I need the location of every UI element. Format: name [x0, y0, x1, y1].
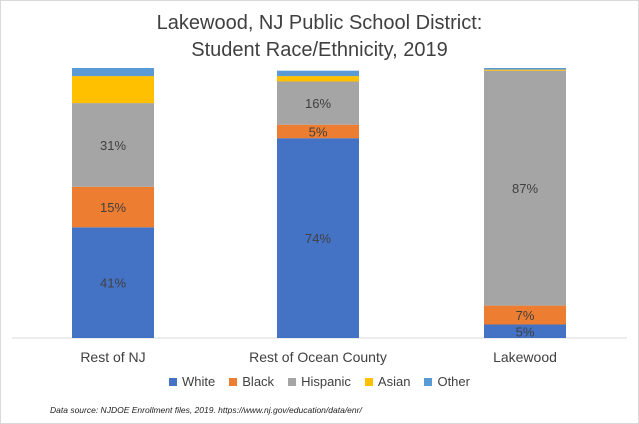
legend: White Black Hispanic Asian Other [0, 374, 639, 389]
legend-item-black: Black [229, 374, 274, 389]
bar-segment-black-0 [72, 186, 154, 228]
legend-item-hispanic: Hispanic [288, 374, 351, 389]
legend-label: Hispanic [301, 374, 351, 389]
bar-segment-other-1 [277, 70, 359, 77]
data-label-hispanic-0: 31% [100, 138, 126, 153]
data-label-white-2: 5% [516, 324, 535, 339]
bar-segment-hispanic-2 [484, 70, 566, 306]
bar-segment-asian-0 [72, 76, 154, 104]
data-label-hispanic-1: 16% [305, 96, 331, 111]
legend-item-white: White [169, 374, 215, 389]
chart-subtitle: Student Race/Ethnicity, 2019 [191, 39, 448, 61]
bar-segment-white-2 [484, 324, 566, 338]
legend-swatch [288, 378, 297, 386]
x-tick-label: Lakewood [493, 349, 557, 365]
x-tick-label: Rest of Ocean County [249, 349, 387, 365]
bar-segment-white-0 [72, 227, 154, 338]
legend-swatch [169, 378, 178, 386]
bar-segment-asian-1 [277, 76, 359, 82]
legend-label: Asian [377, 374, 411, 389]
bar-segment-asian-2 [484, 69, 566, 71]
legend-label: Black [242, 374, 275, 389]
bar-segment-other-0 [72, 68, 154, 77]
legend-item-asian: Asian [364, 374, 411, 389]
bar-segment-hispanic-0 [72, 103, 154, 187]
legend-label: Other [437, 374, 470, 389]
legend-swatch [364, 378, 373, 386]
data-label-white-1: 74% [305, 231, 331, 246]
bar-segment-black-2 [484, 305, 566, 325]
x-tick-label: Rest of NJ [80, 349, 145, 365]
data-label-black-2: 7% [516, 308, 535, 323]
bar-segment-hispanic-1 [277, 81, 359, 125]
data-label-black-0: 15% [100, 200, 126, 215]
data-label-white-0: 41% [100, 276, 126, 291]
data-label-black-1: 5% [309, 124, 328, 139]
legend-swatch [229, 378, 238, 386]
data-label-hispanic-2: 87% [512, 181, 538, 196]
bar-segment-white-1 [277, 138, 359, 338]
chart-title: Lakewood, NJ Public School District: [156, 12, 483, 34]
source-note: Data source: NJDOE Enrollment files, 201… [50, 405, 362, 415]
legend-swatch [424, 378, 433, 386]
bar-segment-other-2 [484, 68, 566, 70]
legend-item-other: Other [424, 374, 470, 389]
bar-segment-black-1 [277, 124, 359, 139]
legend-label: White [182, 374, 216, 389]
